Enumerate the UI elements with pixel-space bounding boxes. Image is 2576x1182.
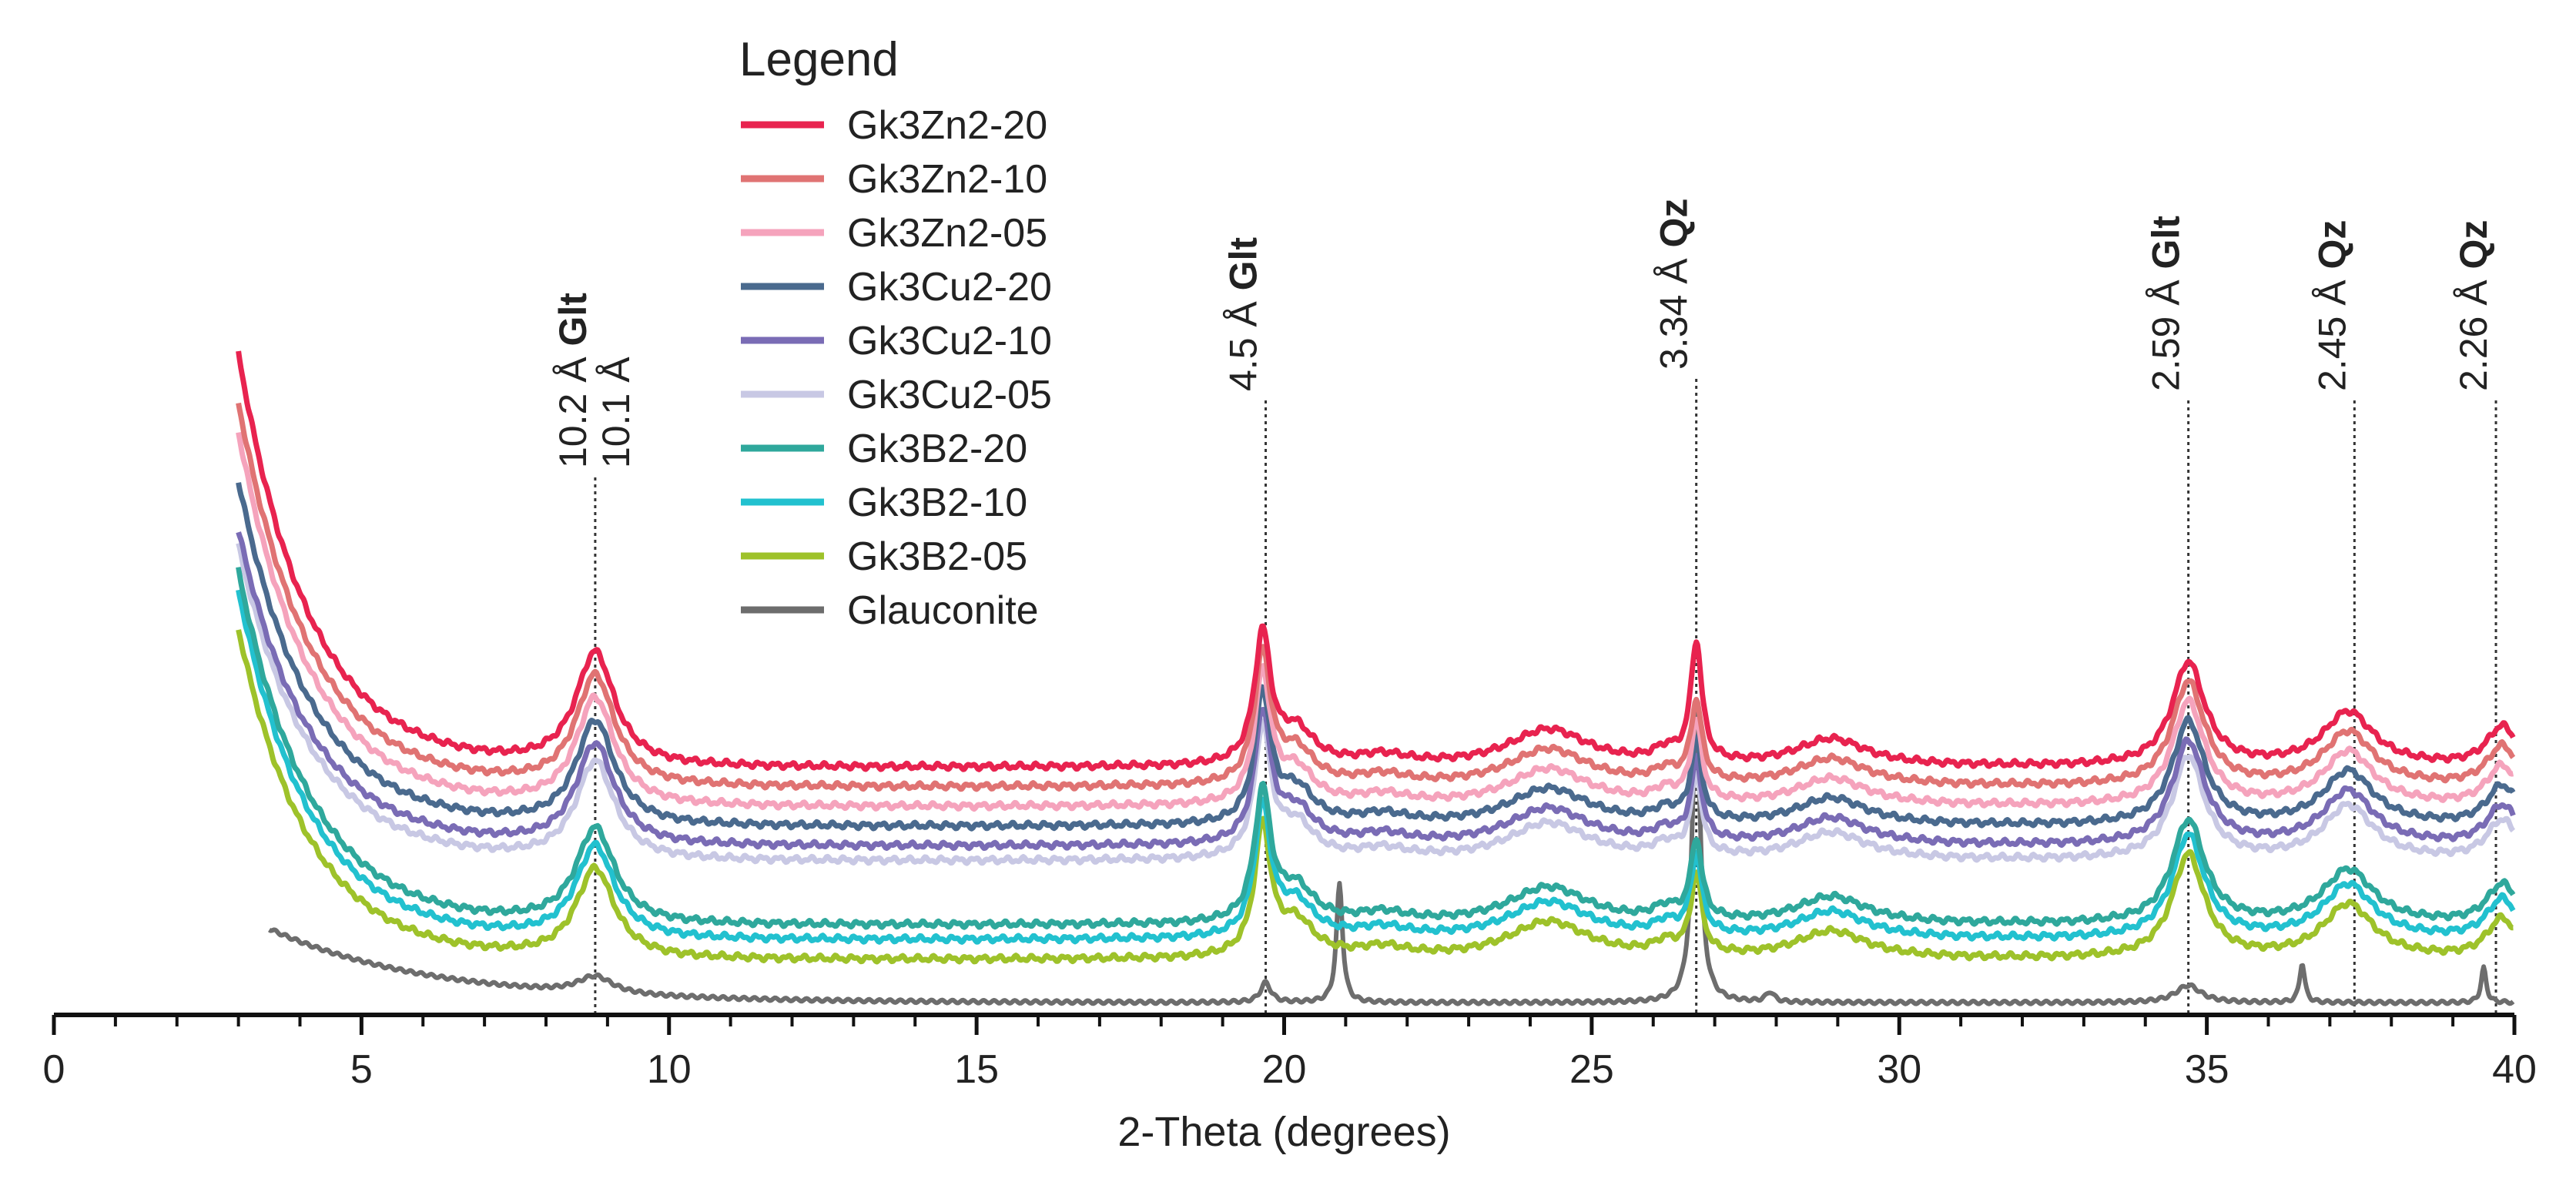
x-tick-label: 5 — [350, 1047, 373, 1092]
x-axis-ticks: 0 5 10 15 20 25 30 35 40 — [43, 1015, 2537, 1092]
peak-label-secondary: 10.1 Å — [595, 357, 638, 468]
series-line-glauconite — [268, 705, 2515, 1006]
series-line-gk3b2-10 — [236, 589, 2516, 945]
peak-label: 2.26 Å Qz — [2452, 220, 2495, 391]
series-line-gk3cu2-20 — [236, 482, 2516, 832]
x-tick-label: 25 — [1569, 1047, 1614, 1092]
legend-title: Legend — [739, 33, 899, 86]
legend-label: Gk3Cu2-10 — [847, 319, 1052, 363]
x-tick-label: 15 — [954, 1047, 999, 1092]
legend-items: Gk3Zn2-20 Gk3Zn2-10 Gk3Zn2-05 Gk3Cu2-20 Gk3C… — [741, 103, 1052, 633]
legend-label: Gk3Cu2-05 — [847, 373, 1052, 417]
x-axis-title: 2-Theta (degrees) — [1117, 1109, 1450, 1155]
x-tick-label: 10 — [647, 1047, 692, 1092]
series-line-gk3zn2-20 — [236, 350, 2516, 772]
peak-label: 2.45 Å Qz — [2310, 220, 2353, 391]
series-line-gk3cu2-05 — [236, 542, 2516, 866]
x-tick-label: 0 — [43, 1047, 65, 1092]
legend-label: Gk3Zn2-20 — [847, 103, 1047, 148]
peak-reference-lines — [594, 379, 2497, 1015]
series-line-gk3b2-05 — [236, 629, 2515, 965]
series-line-gk3zn2-10 — [236, 402, 2516, 792]
series-line-gk3cu2-10 — [236, 531, 2516, 852]
legend-label: Gk3B2-20 — [847, 427, 1027, 471]
series-line-gk3zn2-05 — [236, 431, 2515, 812]
peak-label: 4.5 Å Glt — [1222, 237, 1265, 391]
peak-label: 3.34 Å Qz — [1653, 199, 1696, 370]
series-lines — [236, 350, 2516, 1006]
legend-label: Gk3B2-10 — [847, 481, 1027, 525]
peak-label: 2.59 Å Glt — [2145, 216, 2188, 391]
legend-label: Gk3Cu2-20 — [847, 265, 1052, 310]
x-tick-label: 20 — [1262, 1047, 1307, 1092]
legend-label: Gk3Zn2-10 — [847, 157, 1047, 202]
x-tick-label: 35 — [2185, 1047, 2229, 1092]
peak-label: 10.2 Å Glt — [551, 293, 595, 468]
legend-label: Gk3Zn2-05 — [847, 211, 1047, 256]
legend-label: Gk3B2-05 — [847, 534, 1027, 579]
legend-label: Glauconite — [847, 588, 1039, 633]
x-tick-label: 40 — [2492, 1047, 2537, 1092]
legend: Legend Gk3Zn2-20 Gk3Zn2-10 Gk3Zn2-05 Gk3Cu2… — [739, 33, 1052, 633]
series-line-gk3b2-20 — [236, 567, 2516, 930]
x-tick-label: 30 — [1877, 1047, 1921, 1092]
